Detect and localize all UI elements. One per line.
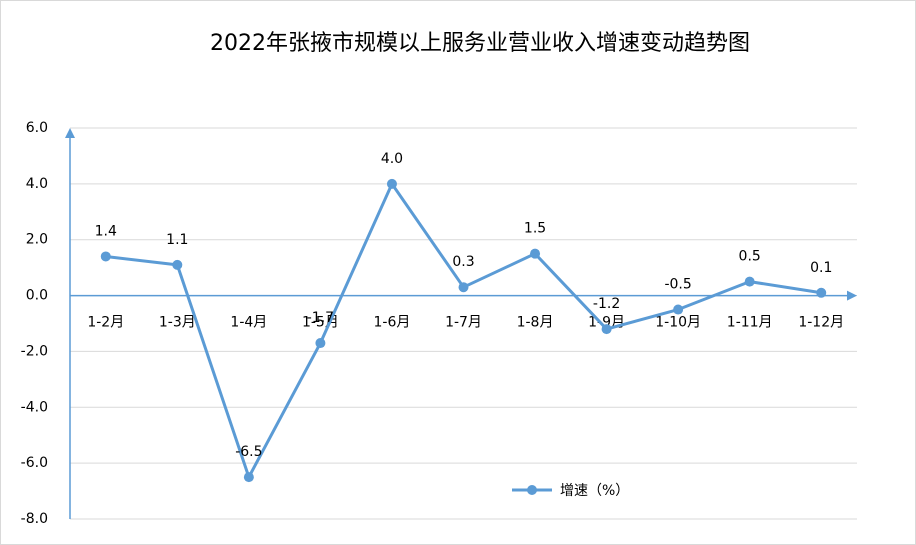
- data-point: [243, 472, 254, 483]
- x-tick-label: 1-5月: [302, 315, 339, 331]
- x-axis-arrow: [847, 290, 857, 301]
- x-tick-label: 1-11月: [727, 315, 773, 331]
- x-tick-label: 1-7月: [445, 315, 482, 331]
- data-label: -6.5: [235, 444, 262, 460]
- x-tick-label: 1-6月: [374, 315, 411, 331]
- y-tick-label: 0.0: [26, 288, 48, 304]
- x-tick-label: 1-12月: [798, 315, 844, 331]
- x-tick-label: 1-10月: [655, 315, 701, 331]
- data-label: 0.5: [739, 249, 761, 265]
- data-point: [100, 251, 111, 262]
- x-tick-label: 1-8月: [517, 315, 554, 331]
- data-point: [172, 259, 183, 270]
- y-tick-label: 4.0: [26, 176, 48, 192]
- data-label: -1.7: [307, 310, 334, 326]
- data-label: 4.0: [381, 151, 403, 167]
- y-tick-label: -4.0: [21, 399, 48, 415]
- y-tick-label: -8.0: [21, 511, 48, 527]
- y-tick-label: 2.0: [26, 232, 48, 248]
- data-point: [315, 338, 326, 349]
- data-point: [458, 282, 469, 293]
- x-tick-label: 1-3月: [159, 315, 196, 331]
- legend-marker: [527, 485, 537, 495]
- legend-label: 增速（%）: [560, 483, 629, 499]
- data-point: [386, 178, 397, 189]
- y-axis-arrow: [65, 128, 75, 138]
- data-label: 0.3: [452, 254, 474, 270]
- data-label: -1.2: [593, 296, 620, 312]
- y-tick-label: 6.0: [26, 120, 48, 136]
- data-label: 0.1: [810, 260, 832, 276]
- x-tick-label: 1-2月: [87, 315, 124, 331]
- data-label: -0.5: [664, 277, 691, 293]
- data-label: 1.5: [524, 221, 546, 237]
- data-point: [530, 248, 541, 259]
- data-point: [673, 304, 684, 315]
- x-tick-label: 1-4月: [230, 315, 267, 331]
- data-point: [816, 287, 827, 298]
- y-tick-label: -6.0: [21, 455, 48, 471]
- chart-title: 2022年张掖市规模以上服务业营业收入增速变动趋势图: [210, 31, 750, 56]
- y-tick-label: -2.0: [21, 343, 48, 359]
- data-label: 1.1: [166, 232, 188, 248]
- data-point: [601, 324, 612, 335]
- data-point: [744, 276, 755, 287]
- data-label: 1.4: [95, 223, 117, 239]
